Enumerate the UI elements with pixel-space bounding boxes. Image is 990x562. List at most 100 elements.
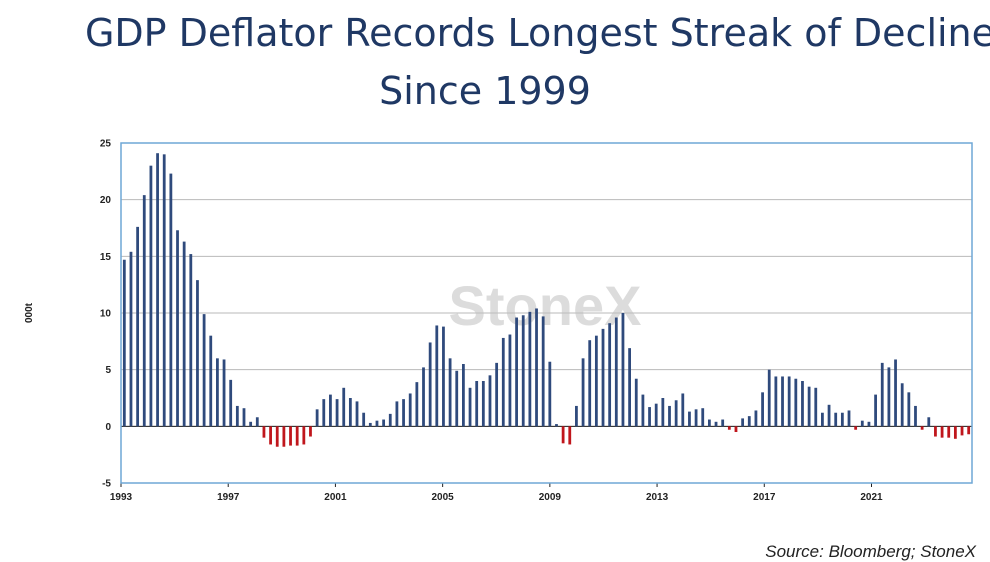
bar: [302, 426, 306, 445]
chart-title: GDP Deflator Records Longest Streak of D…: [0, 4, 990, 120]
bar: [189, 254, 193, 427]
bar: [329, 394, 332, 427]
plot-frame: [120, 142, 973, 484]
bar: [621, 313, 625, 427]
bar: [907, 392, 911, 427]
bar: [568, 426, 572, 445]
bar: [428, 342, 432, 427]
bar: [129, 251, 133, 427]
bar: [196, 280, 199, 427]
bar: [362, 412, 366, 427]
bar: [900, 383, 904, 427]
bar: [488, 375, 492, 427]
bar: [847, 410, 851, 427]
bar: [827, 404, 831, 427]
bar: [934, 426, 937, 437]
bar: [322, 399, 326, 427]
bar: [448, 358, 452, 427]
bar: [634, 378, 638, 427]
y-tick-label: 25: [100, 139, 112, 150]
bar: [375, 420, 379, 427]
y-axis-label: 000t: [24, 302, 35, 323]
bar: [342, 387, 346, 427]
bar: [727, 426, 731, 430]
bar: [435, 325, 439, 427]
bar: [309, 426, 312, 437]
bar: [348, 398, 352, 427]
bar: [927, 417, 931, 427]
x-tick-label: 2009: [539, 492, 562, 503]
bar: [142, 195, 146, 427]
bar: [707, 419, 711, 427]
bar: [176, 230, 179, 427]
bar: [887, 367, 891, 427]
bar: [395, 401, 399, 427]
chart-area: StoneX -5 0 5 10 15 20 25 1993 1997 2001 2005 2009…: [0, 125, 990, 525]
bar: [162, 154, 166, 427]
bar: [714, 421, 718, 427]
bar: [402, 399, 405, 427]
bar: [721, 419, 725, 427]
bar: [575, 405, 578, 427]
bar-series: [122, 153, 971, 447]
bar: [774, 376, 778, 427]
bar: [688, 411, 691, 427]
bar: [122, 259, 126, 427]
bar: [515, 317, 518, 427]
bar: [821, 412, 824, 427]
bar: [481, 381, 485, 427]
bar: [255, 417, 259, 427]
y-axis: -5 0 5 10 15 20 25: [100, 139, 112, 490]
bar: [289, 426, 292, 446]
bar: [860, 420, 864, 427]
bar: [495, 362, 499, 427]
bar: [388, 413, 392, 427]
bar: [588, 340, 592, 427]
bar: [462, 364, 465, 427]
bar: [209, 335, 213, 427]
bar: [608, 323, 612, 427]
bar: [767, 369, 771, 427]
source-note: Source: Bloomberg; StoneX: [765, 542, 976, 561]
bar: [335, 399, 339, 427]
bar: [282, 426, 286, 447]
bar: [581, 358, 585, 427]
y-tick-label: 0: [105, 422, 111, 433]
bar: [315, 409, 319, 427]
y-tick-label: 15: [100, 252, 112, 263]
title-line-2: Since 1999: [379, 69, 591, 113]
bar: [674, 400, 678, 427]
bar: [960, 426, 964, 436]
y-tick-label: 5: [105, 365, 111, 376]
bar: [408, 393, 412, 427]
bar: [681, 393, 685, 427]
bar: [422, 367, 425, 427]
bar: [535, 308, 538, 427]
bar: [747, 416, 751, 427]
x-tick-label: 2005: [432, 492, 455, 503]
bar: [840, 412, 844, 427]
bar: [368, 422, 372, 427]
bar: [920, 426, 924, 430]
bar: [295, 426, 299, 446]
bar-chart: StoneX -5 0 5 10 15 20 25 1993 1997 2001 2005 2009…: [24, 139, 973, 503]
bar: [182, 241, 186, 427]
bar: [874, 394, 877, 427]
bar: [269, 426, 272, 445]
bar: [415, 382, 419, 427]
bar: [867, 421, 871, 427]
bar: [475, 381, 479, 427]
x-axis: 1993 1997 2001 2005 2009 2013 2017 2021: [110, 483, 883, 503]
bar: [734, 426, 738, 432]
x-tick-label: 1993: [110, 492, 133, 503]
bar: [216, 358, 219, 427]
y-tick-label: 10: [100, 309, 112, 320]
bar: [801, 381, 804, 427]
x-tick-label: 2013: [646, 492, 669, 503]
bar: [202, 314, 206, 427]
bar: [694, 409, 698, 427]
bar: [807, 386, 811, 427]
bar: [594, 335, 598, 427]
bar: [787, 376, 791, 427]
x-tick-label: 1997: [217, 492, 240, 503]
